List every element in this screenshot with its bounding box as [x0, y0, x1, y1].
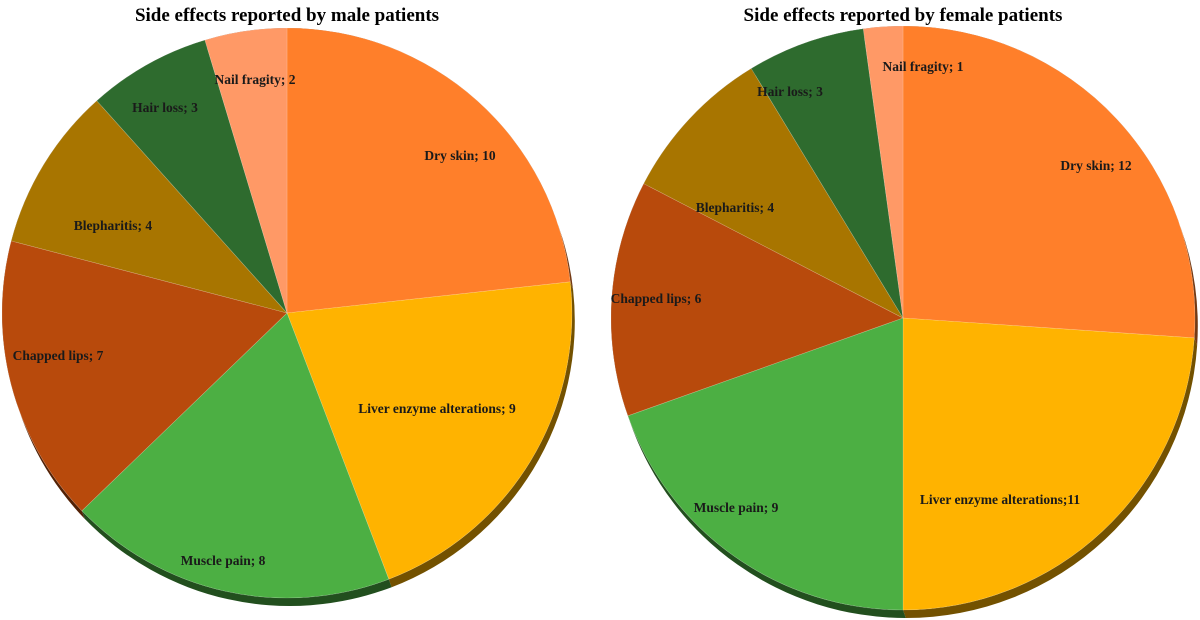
female-slice-liver-enzyme-alterations [902, 317, 1195, 611]
female-label-nail-fragity: Nail fragity; 1 [883, 59, 964, 74]
male-pie-chart: Dry skin; 10 Liver enzyme alterations; 9 M… [1, 27, 575, 606]
female-chart-title: Side effects reported by female patients [744, 5, 1063, 26]
male-label-blepharitis: Blepharitis; 4 [74, 218, 153, 233]
male-label-dry-skin: Dry skin; 10 [424, 148, 496, 163]
male-rim-chapped-lips [2, 240, 85, 519]
male-label-liver-enzyme-alterations: Liver enzyme alterations; 9 [358, 401, 516, 416]
male-rim-muscle-pain [81, 510, 392, 606]
male-slice-muscle-pain [81, 312, 390, 599]
female-slice-muscle-pain [627, 317, 904, 611]
male-label-muscle-pain: Muscle pain; 8 [181, 553, 266, 568]
male-slice-nail-fragity [204, 27, 288, 314]
male-label-nail-fragity: Nail fragity; 2 [215, 72, 296, 87]
female-label-chapped-lips: Chapped lips; 6 [611, 291, 702, 306]
female-pie-chart: Dry skin; 12 Liver enzyme alterations;11 M… [610, 25, 1198, 618]
male-slice-hair-loss [96, 39, 288, 314]
female-label-blepharitis: Blepharitis; 4 [696, 200, 775, 215]
male-slice-liver-enzyme-alterations [286, 281, 573, 580]
male-slice-chapped-lips [1, 240, 288, 512]
male-slice-blepharitis [10, 100, 288, 314]
male-label-chapped-lips: Chapped lips; 7 [13, 348, 104, 363]
female-rim-muscle-pain [627, 415, 906, 618]
female-label-dry-skin: Dry skin; 12 [1060, 158, 1132, 173]
female-slice-blepharitis [643, 68, 904, 319]
female-slice-hair-loss [750, 28, 904, 319]
female-label-muscle-pain: Muscle pain; 9 [694, 500, 779, 515]
female-slice-nail-fragity [862, 25, 904, 319]
male-rim-liver-enzyme-alterations [388, 281, 575, 588]
male-slice-dry-skin [286, 27, 571, 314]
male-label-hair-loss: Hair loss; 3 [132, 100, 198, 115]
female-label-liver-enzyme-alterations: Liver enzyme alterations;11 [920, 492, 1080, 507]
female-label-hair-loss: Hair loss; 3 [757, 84, 823, 99]
female-slice-dry-skin [902, 25, 1196, 339]
female-slice-chapped-lips [610, 183, 904, 417]
male-chart-title: Side effects reported by male patients [135, 5, 439, 26]
